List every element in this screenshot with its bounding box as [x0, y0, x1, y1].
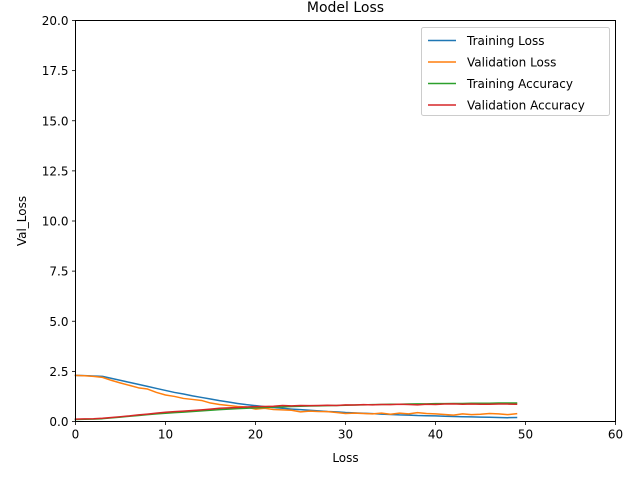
y-tick-label-5: 12.5 — [42, 164, 69, 178]
y-axis-label: Val_Loss — [15, 196, 29, 246]
series-layer — [74, 374, 518, 421]
y-tick-label-2: 5.0 — [49, 315, 68, 329]
legend-label-2: Training Accuracy — [466, 77, 573, 91]
x-tick-label-0: 0 — [72, 428, 80, 442]
y-tick-label-0: 0.0 — [49, 415, 68, 429]
legend-label-1: Validation Loss — [467, 56, 556, 70]
chart-title: Model Loss — [307, 0, 384, 16]
legend-box — [421, 27, 610, 116]
x-tick-label-3: 30 — [338, 428, 353, 442]
legend-label-3: Validation Accuracy — [467, 99, 585, 113]
x-tick-label-6: 60 — [608, 428, 623, 442]
plot-frame — [75, 20, 616, 422]
legend: Training Loss Validation Loss Training Acc… — [421, 27, 610, 116]
y-tick-label-3: 7.5 — [49, 265, 68, 279]
x-axis-label: Loss — [332, 451, 358, 465]
series-line-0 — [74, 374, 518, 419]
ticks-layer: 0 10 20 30 40 50 60 0.0 2.5 5.0 7.5 10.0 12.5 15.0 17.… — [42, 14, 623, 442]
series-line-3 — [74, 403, 518, 420]
legend-label-0: Training Loss — [466, 34, 544, 48]
x-tick-label-2: 20 — [248, 428, 263, 442]
x-tick-label-5: 50 — [518, 428, 533, 442]
series-line-1 — [74, 374, 518, 416]
y-tick-label-6: 15.0 — [42, 114, 69, 128]
y-tick-label-1: 2.5 — [49, 365, 68, 379]
x-tick-label-4: 40 — [428, 428, 443, 442]
y-tick-label-4: 10.0 — [42, 215, 69, 229]
x-tick-label-1: 10 — [158, 428, 173, 442]
y-tick-label-7: 17.5 — [42, 64, 69, 78]
y-tick-label-8: 20.0 — [42, 14, 69, 28]
legend-items: Training Loss Validation Loss Training Acc… — [428, 34, 585, 113]
